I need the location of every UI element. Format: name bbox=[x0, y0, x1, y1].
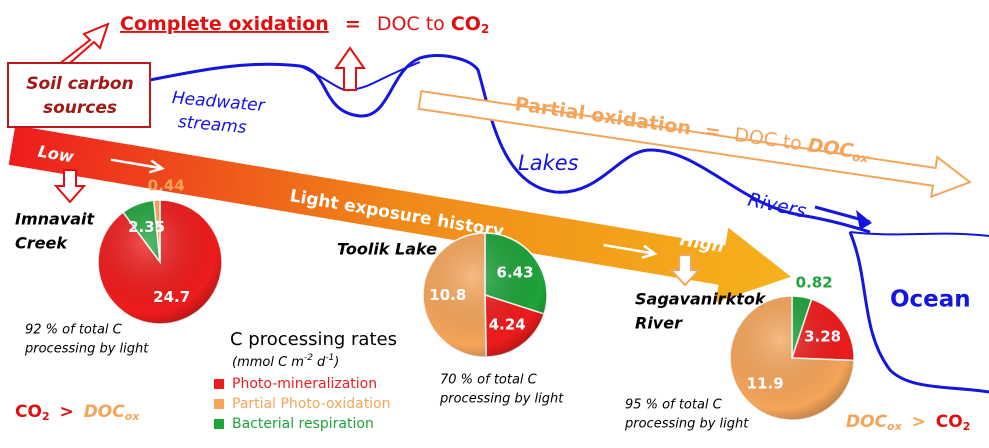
chem: DOC bbox=[846, 412, 888, 432]
site-name: Sagavanirktok bbox=[635, 290, 767, 309]
chem-sub: 2 bbox=[42, 410, 50, 423]
equals: = bbox=[703, 119, 722, 143]
site-note: 92 % of total C bbox=[25, 323, 123, 338]
equals: = bbox=[345, 13, 361, 35]
legend: Photo-mineralization Partial Photo-oxidat… bbox=[214, 376, 391, 432]
site-name: Creek bbox=[15, 234, 68, 253]
water-label: Lakes bbox=[518, 151, 579, 175]
soil-box bbox=[7, 62, 151, 128]
slice-label: 0.82 bbox=[796, 273, 833, 291]
legend-swatch bbox=[214, 399, 224, 409]
light-arrow bbox=[8, 125, 791, 303]
slice-label: 2.35 bbox=[128, 218, 165, 236]
gt: > bbox=[912, 412, 926, 432]
units-text: d bbox=[317, 355, 326, 370]
up-arrow bbox=[334, 46, 366, 91]
legend-swatch bbox=[214, 379, 224, 389]
chem: CO bbox=[451, 13, 481, 35]
heading-text: DOC to bbox=[377, 13, 445, 35]
down-arrow bbox=[53, 169, 87, 204]
chem-sub: 2 bbox=[963, 420, 971, 433]
legend-swatch bbox=[214, 419, 224, 429]
right-note: DOCox > CO2 bbox=[846, 412, 970, 437]
site-name: River bbox=[635, 314, 683, 333]
site-note: processing by light bbox=[439, 392, 564, 407]
site-note: processing by light bbox=[624, 417, 749, 432]
soil-label: sources bbox=[43, 98, 117, 118]
site-note: 95 % of total C bbox=[625, 398, 723, 413]
units-exp: -2 bbox=[304, 353, 313, 363]
slice-label: 4.24 bbox=[489, 315, 526, 333]
chem: CO bbox=[15, 402, 42, 422]
chem-sub: ox bbox=[125, 410, 141, 423]
legend-label: Partial Photo-oxidation bbox=[232, 396, 391, 412]
legend-title: C processing rates bbox=[230, 329, 397, 350]
complete-heading: Complete oxidation = DOC to CO2 bbox=[120, 13, 489, 36]
water-label: Ocean bbox=[890, 287, 971, 313]
legend-label: Photo-mineralization bbox=[232, 376, 377, 392]
chem: CO bbox=[936, 412, 963, 432]
slice-label: 11.9 bbox=[747, 374, 784, 392]
down-arrow bbox=[668, 254, 702, 287]
coast-line bbox=[849, 231, 989, 237]
units-exp: -1 bbox=[325, 353, 334, 363]
coast-line bbox=[848, 231, 989, 394]
partial-arrow bbox=[417, 89, 972, 199]
slice-label: 24.7 bbox=[153, 288, 190, 306]
slice-label: 10.8 bbox=[429, 286, 466, 304]
soil-label: Soil carbon bbox=[26, 74, 133, 94]
slice-label: 3.28 bbox=[804, 327, 841, 345]
site-name: Imnavait bbox=[15, 210, 96, 229]
chem: DOC bbox=[84, 402, 126, 422]
legend-label: Bacterial respiration bbox=[232, 416, 374, 432]
slice-label: 0.44 bbox=[148, 177, 185, 195]
chem-sub: 2 bbox=[481, 22, 489, 36]
legend-units: (mmol C m-2 d-1) bbox=[232, 353, 339, 370]
site-note: 70 % of total C bbox=[440, 373, 538, 388]
water-label: Rivers bbox=[746, 189, 809, 223]
units-text: ) bbox=[333, 355, 339, 370]
chem-sub: ox bbox=[887, 420, 903, 433]
site-note: processing by light bbox=[24, 342, 149, 357]
units-text: (mmol C m bbox=[232, 355, 304, 370]
left-note: CO2 > DOCox bbox=[15, 402, 140, 427]
chem-sub: ox bbox=[852, 149, 871, 165]
river-arrow-head bbox=[856, 210, 872, 230]
gt: > bbox=[60, 402, 74, 422]
slice-label: 6.43 bbox=[497, 264, 534, 282]
heading-label: Complete oxidation bbox=[120, 13, 329, 35]
site-name: Toolik Lake bbox=[337, 240, 437, 259]
water-label: streams bbox=[177, 112, 247, 138]
